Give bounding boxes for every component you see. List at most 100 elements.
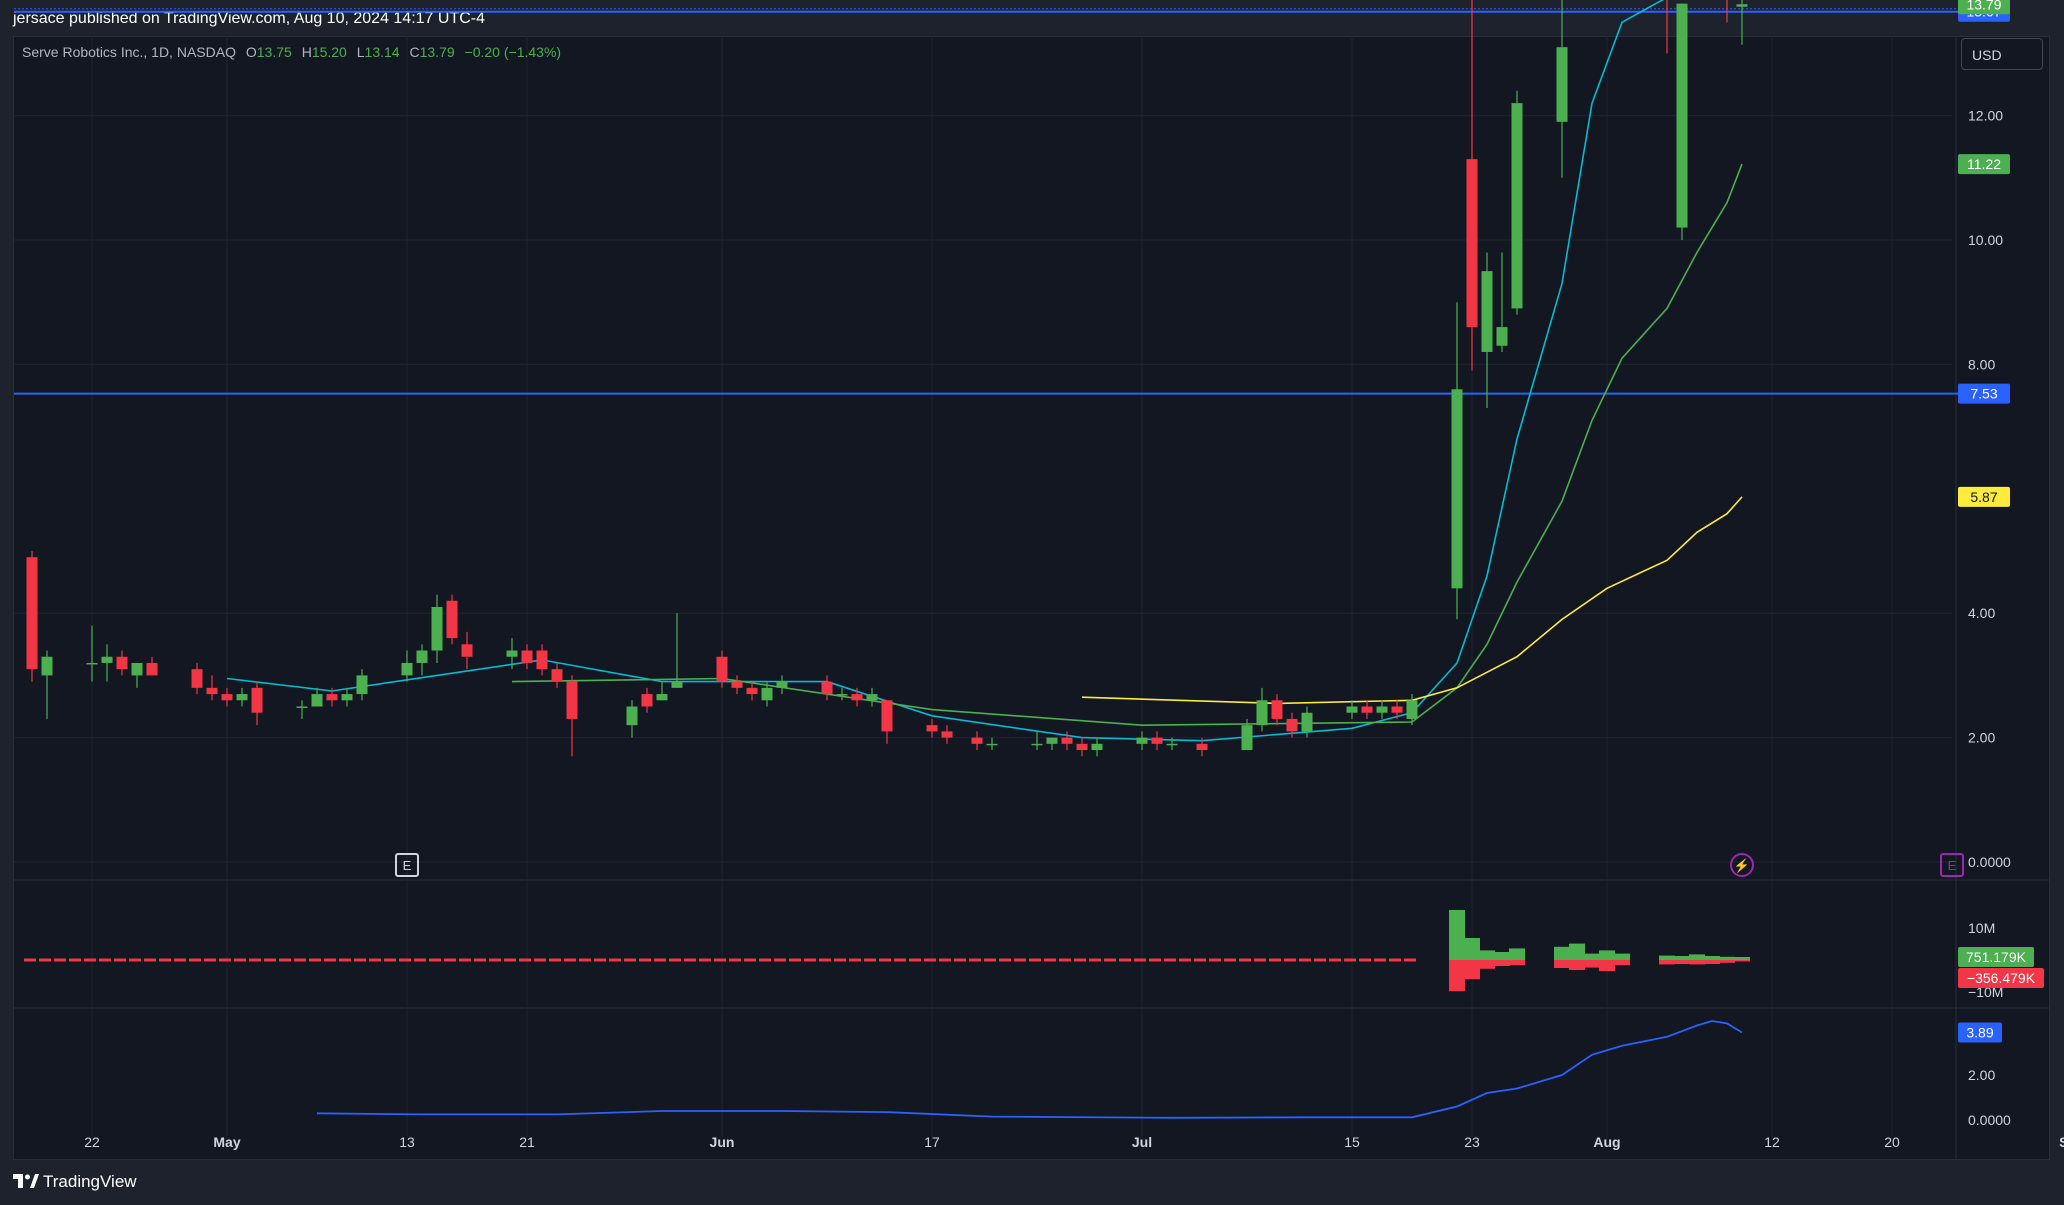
candle-body xyxy=(401,662,413,676)
x-tick-label: 15 xyxy=(1344,1134,1360,1150)
candle-body xyxy=(356,675,368,695)
volume-down-bar xyxy=(1614,960,1630,966)
candle-body xyxy=(851,694,863,701)
candle-body xyxy=(731,681,743,688)
volume-up-bar xyxy=(1554,946,1570,960)
dividend-marker-icon xyxy=(1730,853,1754,877)
x-tick-label: 22 xyxy=(84,1134,100,1150)
legend-low-label: L xyxy=(356,44,365,60)
volume-down-bar xyxy=(1584,960,1600,968)
indicator-tag xyxy=(1958,1022,2002,1043)
candle-body xyxy=(1376,706,1388,713)
candle-body xyxy=(296,706,308,708)
x-tick-label: May xyxy=(213,1134,240,1150)
volume-up-bar xyxy=(1704,956,1720,960)
legend-close-label: C xyxy=(409,44,420,60)
price-tag-label: 5.87 xyxy=(1970,489,1997,505)
candle-body xyxy=(236,694,248,701)
volume-up-bar xyxy=(1479,950,1495,960)
price-tick-label: 4.00 xyxy=(1968,605,1995,621)
currency-button[interactable]: USD xyxy=(1961,38,2043,70)
candle-body xyxy=(1241,725,1253,751)
candle-body xyxy=(776,681,788,688)
indicator-tick-label: 2.00 xyxy=(1968,1067,1995,1083)
indicator-line xyxy=(316,1020,1743,1119)
volume-up-bar xyxy=(1464,938,1480,960)
moving-average-line xyxy=(511,163,1743,727)
level-price-label: 7.53 xyxy=(1970,386,1997,402)
candle-body xyxy=(971,737,983,744)
candle-body xyxy=(1736,4,1748,7)
moving-average-line xyxy=(1081,496,1743,705)
event-marker-label: ⚡ xyxy=(1734,858,1750,874)
volume-down-bar xyxy=(1704,960,1720,964)
x-tick-label: 12 xyxy=(1764,1134,1780,1150)
chart-frame xyxy=(13,36,2050,1160)
legend-high-label: H xyxy=(301,44,312,60)
tradingview-logo-icon xyxy=(13,1174,39,1188)
volume-down-bar xyxy=(1554,960,1570,968)
published-header: jersace published on TradingView.com, Au… xyxy=(0,0,2064,36)
x-tick-label: Jul xyxy=(1132,1134,1152,1150)
candle-body xyxy=(86,662,98,665)
candle-body xyxy=(461,644,473,657)
legend-symbol: Serve Robotics Inc., 1D, NASDAQ xyxy=(22,44,236,60)
x-tick-label: 13 xyxy=(399,1134,415,1150)
candle-body xyxy=(656,694,668,701)
volume-up-label: 751.179K xyxy=(1966,949,2027,965)
x-tick-label: Aug xyxy=(1593,1134,1620,1150)
volume-down-bar xyxy=(1674,960,1690,964)
candle-body xyxy=(341,694,353,701)
volume-down-bar xyxy=(1464,960,1480,980)
volume-tick-label: 10M xyxy=(1968,920,1995,936)
candle-body xyxy=(716,656,728,682)
candle-body xyxy=(416,650,428,663)
candle-body xyxy=(1301,712,1313,732)
candle-body xyxy=(521,650,533,663)
candle-body xyxy=(191,669,203,688)
volume-down-bar xyxy=(1569,960,1585,970)
candle-body xyxy=(926,725,938,732)
volume-down-bar xyxy=(1494,960,1510,966)
volume-up-bar xyxy=(1674,956,1690,960)
candle-body xyxy=(131,662,143,676)
candle-body xyxy=(1091,743,1103,751)
candle-body xyxy=(1166,743,1178,746)
candle-body xyxy=(41,656,53,676)
level-price-tag xyxy=(1958,383,2010,404)
candle-body xyxy=(1046,737,1058,744)
price-tag-label: 13.79 xyxy=(1966,0,2001,12)
candle-body xyxy=(881,700,893,732)
volume-down-bar xyxy=(1599,960,1615,972)
legend-high-value: 15.20 xyxy=(311,44,347,60)
candle-body xyxy=(446,600,458,639)
candle-body xyxy=(836,694,848,696)
candle-body xyxy=(1196,743,1208,751)
legend-change: −0.20 (−1.43%) xyxy=(464,44,562,60)
legend-open-value: 13.75 xyxy=(256,44,292,60)
candle-body xyxy=(251,687,263,713)
candle-body xyxy=(1346,706,1358,713)
price-tag xyxy=(1958,486,2010,507)
candle-body xyxy=(1151,737,1163,744)
legend-close-value: 13.79 xyxy=(419,44,455,60)
volume-up-bar xyxy=(1719,956,1735,960)
x-tick-label: Sep xyxy=(2059,1134,2064,1150)
volume-up-bar xyxy=(1689,954,1705,960)
volume-down-bar xyxy=(1449,960,1465,992)
volume-up-bar xyxy=(1614,953,1630,960)
candle-body xyxy=(101,656,113,663)
candle-body xyxy=(1676,3,1688,228)
price-tag-label: 11.22 xyxy=(1967,156,2001,172)
price-tag xyxy=(1958,0,2010,15)
legend-low-value: 13.14 xyxy=(364,44,400,60)
price-tag xyxy=(1958,154,2010,175)
volume-down-tag xyxy=(1958,968,2044,988)
candle-body xyxy=(626,706,638,726)
volume-up-bar xyxy=(1449,910,1465,960)
candle-body xyxy=(1556,47,1568,122)
event-marker-label: E xyxy=(1948,858,1957,873)
candle-body xyxy=(1511,103,1523,309)
candle-body xyxy=(746,687,758,695)
